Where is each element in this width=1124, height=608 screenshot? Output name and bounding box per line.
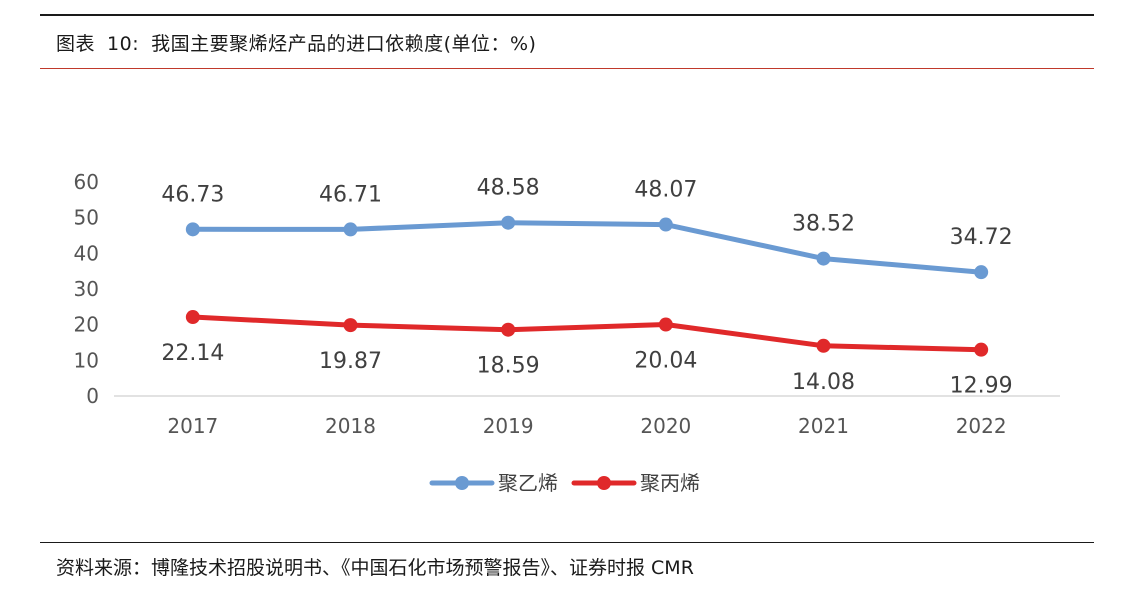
y-tick-label: 10 xyxy=(74,348,99,372)
y-tick-label: 20 xyxy=(74,313,99,337)
series-line-1 xyxy=(190,314,984,353)
data-point xyxy=(343,222,358,237)
source-rule xyxy=(40,542,1094,543)
figure-title: 图表 10: 我国主要聚烯烃产品的进口依赖度(单位：%) xyxy=(56,29,536,56)
data-point xyxy=(343,318,358,333)
x-tick-label: 2021 xyxy=(798,414,849,438)
figure-number: 10: xyxy=(107,33,140,55)
data-label: 46.73 xyxy=(161,182,224,207)
y-tick-label: 0 xyxy=(86,384,99,408)
data-label: 22.14 xyxy=(161,341,224,366)
y-tick-label: 40 xyxy=(74,241,99,265)
legend-swatch-marker xyxy=(597,476,611,490)
data-point xyxy=(658,317,673,332)
x-tick-label: 2017 xyxy=(167,414,218,438)
data-point xyxy=(185,310,200,325)
y-tick-label: 30 xyxy=(74,277,99,301)
data-point xyxy=(185,222,200,237)
data-point xyxy=(501,215,516,230)
source-note: 资料来源：博隆技术招股说明书、《中国石化市场预警报告》、证券时报 CMR xyxy=(56,557,694,579)
data-label: 46.71 xyxy=(319,182,382,207)
figure-title-text: 我国主要聚烯烃产品的进口依赖度(单位：%) xyxy=(151,33,537,55)
data-label: 18.59 xyxy=(477,354,540,379)
data-point xyxy=(974,265,989,280)
data-point xyxy=(974,342,989,357)
title-rule xyxy=(40,68,1094,69)
y-tick-label: 60 xyxy=(74,170,99,194)
series-line-0 xyxy=(190,220,984,275)
y-tick-label: 50 xyxy=(74,206,99,230)
data-label: 19.87 xyxy=(319,349,382,374)
x-tick-label: 2018 xyxy=(325,414,376,438)
data-label: 14.08 xyxy=(792,370,855,395)
x-tick-label: 2022 xyxy=(956,414,1007,438)
legend-label: 聚乙烯 xyxy=(498,471,558,495)
x-tick-label: 2019 xyxy=(483,414,534,438)
x-tick-label: 2020 xyxy=(640,414,691,438)
data-label: 48.07 xyxy=(634,178,697,203)
data-label: 34.72 xyxy=(950,225,1013,250)
top-rule xyxy=(40,14,1094,16)
legend-swatch-marker xyxy=(455,476,469,490)
data-label: 38.52 xyxy=(792,212,855,237)
data-point xyxy=(501,322,516,337)
data-point xyxy=(816,251,831,266)
figure-label: 图表 xyxy=(56,33,96,55)
data-label: 12.99 xyxy=(950,374,1013,399)
data-point xyxy=(658,217,673,232)
data-label: 48.58 xyxy=(477,176,540,201)
legend-label: 聚丙烯 xyxy=(640,471,700,495)
data-point xyxy=(816,338,831,353)
data-label: 20.04 xyxy=(634,349,697,374)
